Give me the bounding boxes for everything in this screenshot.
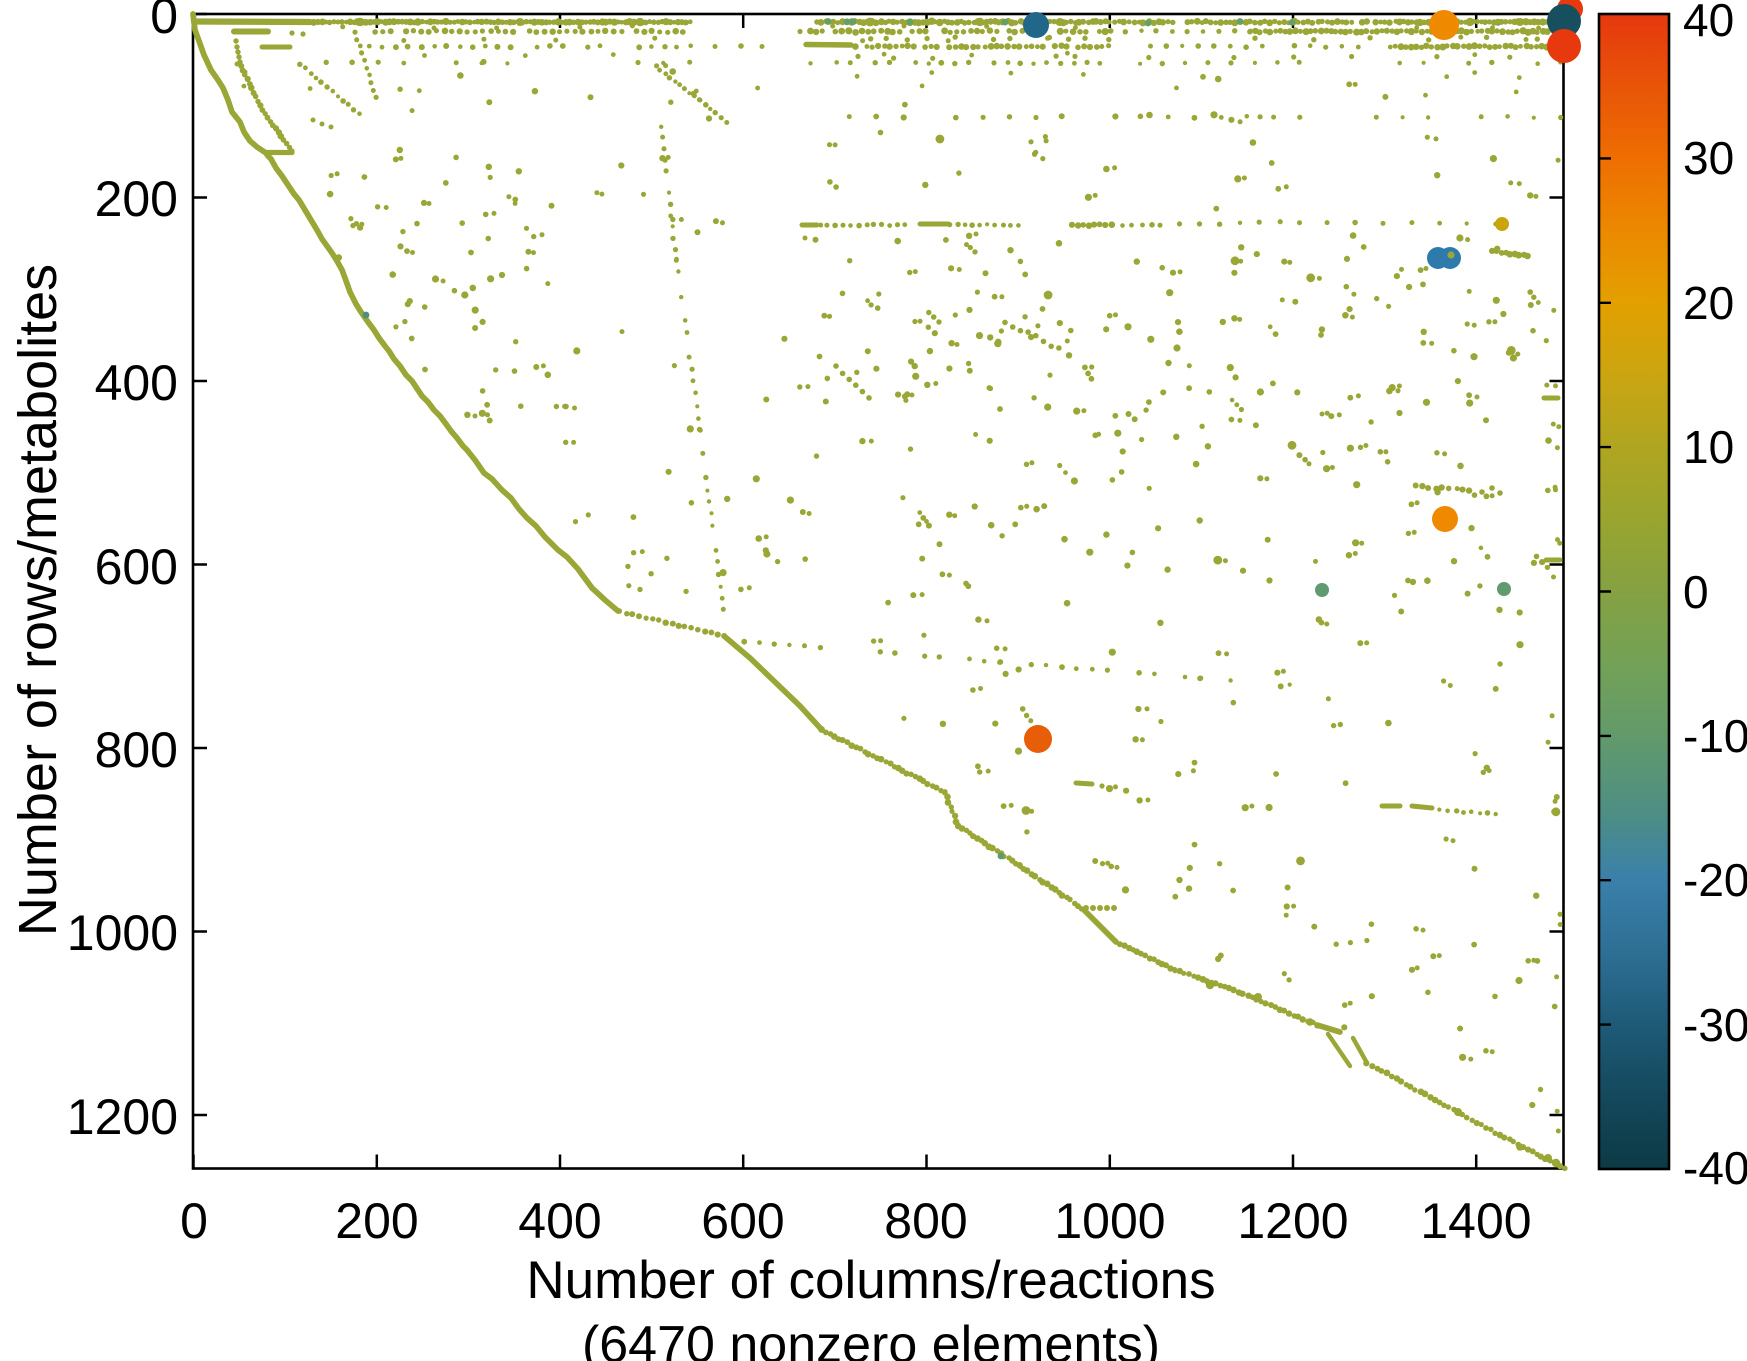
svg-text:(6470 nonzero elements): (6470 nonzero elements) bbox=[582, 1316, 1160, 1361]
svg-text:10: 10 bbox=[1683, 421, 1734, 473]
svg-text:200: 200 bbox=[95, 171, 178, 227]
svg-text:30: 30 bbox=[1683, 132, 1734, 184]
svg-text:800: 800 bbox=[95, 722, 178, 778]
svg-text:-20: -20 bbox=[1683, 854, 1747, 906]
svg-text:-30: -30 bbox=[1683, 999, 1747, 1051]
svg-text:0: 0 bbox=[180, 1193, 208, 1249]
svg-text:Number of columns/reactions: Number of columns/reactions bbox=[526, 1251, 1215, 1310]
svg-text:40: 40 bbox=[1683, 0, 1734, 46]
svg-text:1200: 1200 bbox=[1237, 1193, 1348, 1249]
svg-text:600: 600 bbox=[701, 1193, 784, 1249]
svg-text:600: 600 bbox=[95, 539, 178, 595]
svg-text:0: 0 bbox=[150, 0, 178, 44]
svg-text:800: 800 bbox=[884, 1193, 967, 1249]
svg-text:1200: 1200 bbox=[67, 1089, 178, 1145]
svg-text:1000: 1000 bbox=[67, 905, 178, 961]
svg-text:400: 400 bbox=[95, 355, 178, 411]
svg-text:Number of rows/metabolites: Number of rows/metabolites bbox=[8, 264, 68, 936]
svg-text:1000: 1000 bbox=[1054, 1193, 1165, 1249]
svg-text:-10: -10 bbox=[1683, 710, 1747, 762]
svg-text:400: 400 bbox=[518, 1193, 601, 1249]
svg-text:20: 20 bbox=[1683, 277, 1734, 329]
svg-text:-40: -40 bbox=[1683, 1142, 1747, 1194]
svg-text:1400: 1400 bbox=[1420, 1193, 1531, 1249]
svg-text:200: 200 bbox=[335, 1193, 418, 1249]
svg-text:0: 0 bbox=[1683, 566, 1709, 618]
